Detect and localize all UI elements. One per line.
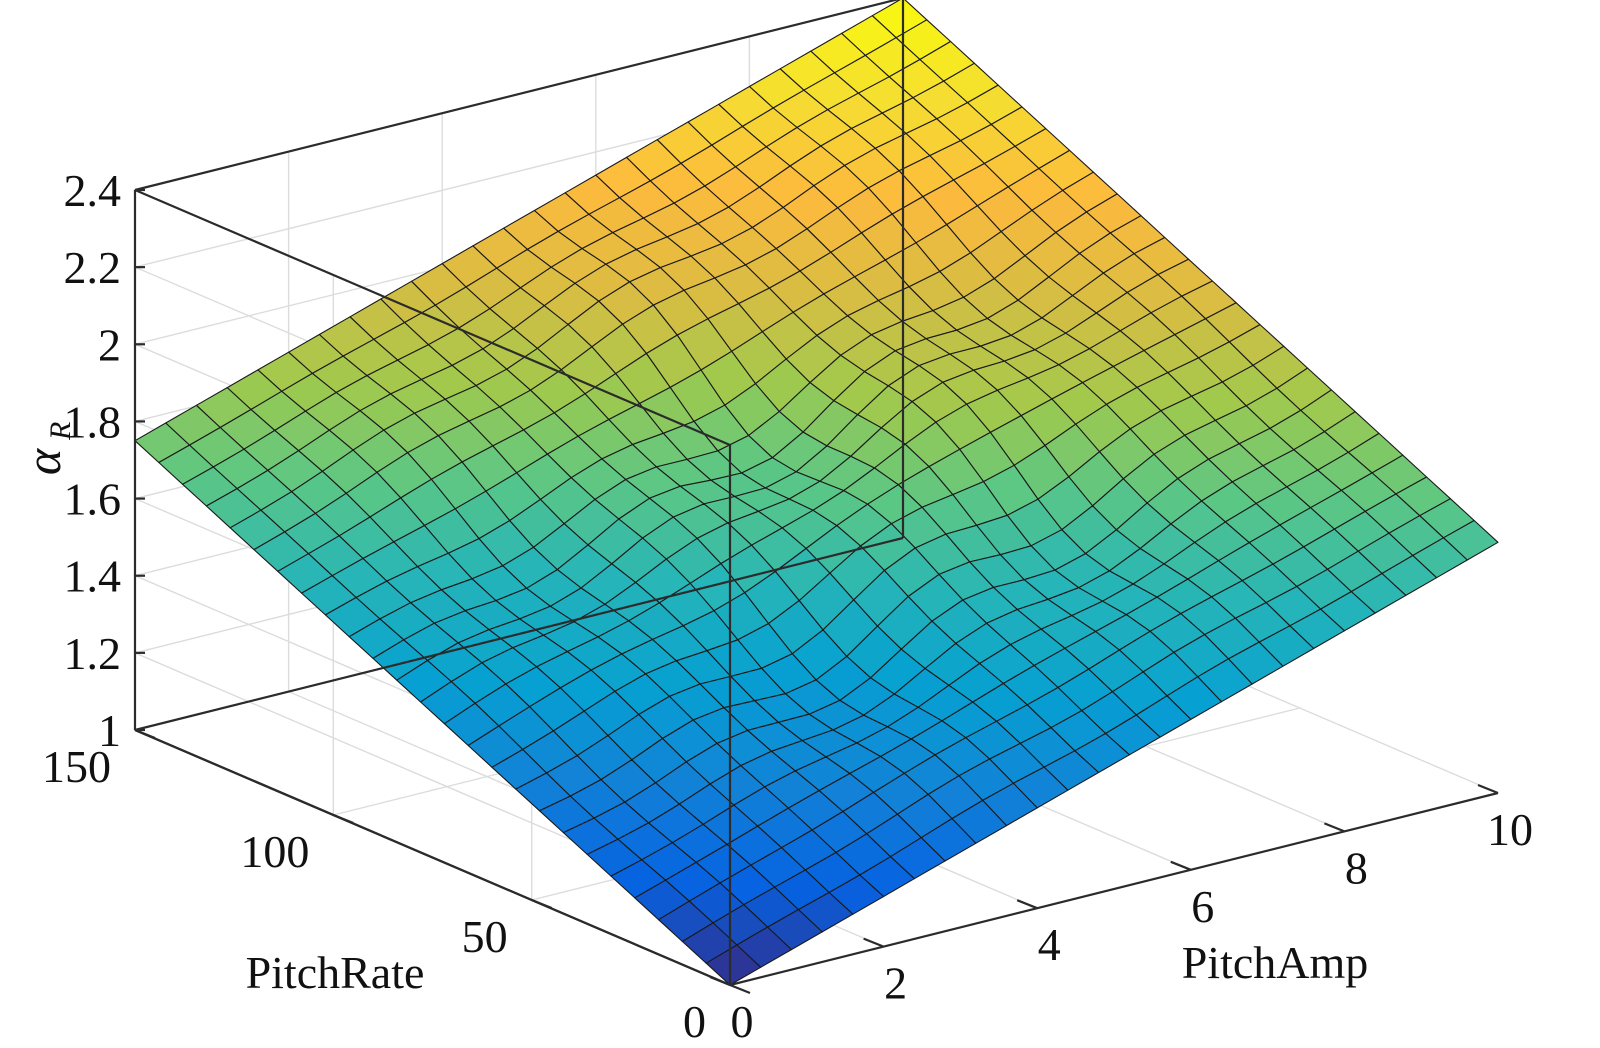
box-layer [133, 0, 1499, 987]
z-tick-label: 1.6 [64, 474, 122, 525]
z-axis-title: α R [15, 422, 77, 475]
box-edge [134, 536, 904, 732]
x-tick-label: 6 [1191, 881, 1214, 932]
z-tick-label: 2.4 [64, 165, 122, 216]
x-tick-label: 10 [1487, 804, 1533, 855]
tick-mark [1323, 822, 1345, 833]
x-tick-label: 4 [1038, 919, 1061, 970]
tick-mark [332, 813, 354, 825]
y-tick-label: 50 [462, 911, 508, 962]
z-tick-label: 2 [98, 319, 121, 370]
y-axis-title: PitchRate [246, 947, 425, 998]
z-tick-label: 1.8 [64, 396, 122, 447]
z-axis-title-main: α [15, 447, 71, 475]
z-tick-label: 2.2 [64, 242, 122, 293]
z-tick-label: 1.4 [64, 551, 122, 602]
box-edge [134, 188, 731, 447]
y-tick-label: 150 [42, 741, 111, 792]
tick-mark [1016, 899, 1038, 910]
y-tick-label: 100 [240, 826, 309, 877]
x-axis-title: PitchAmp [1182, 937, 1369, 988]
x-tick-label: 8 [1345, 842, 1368, 893]
axis-line [134, 728, 731, 987]
tick-mark [709, 975, 731, 987]
axis-line [729, 791, 1499, 987]
surface-cell [705, 944, 762, 986]
surface-layer [134, 0, 1499, 986]
z-axis-title-subscript: R [44, 422, 77, 441]
z-tick-label: 1.2 [64, 628, 122, 679]
x-tick-label: 0 [731, 996, 754, 1047]
tick-mark [1477, 783, 1499, 795]
tick-mark [531, 898, 553, 910]
tick-mark [134, 728, 156, 740]
x-tick-label: 2 [884, 958, 907, 1009]
tick-mark [1170, 860, 1192, 871]
y-tick-label: 0 [683, 996, 706, 1047]
tick-mark [863, 937, 885, 948]
box-edge [134, 0, 900, 192]
tick-mark [729, 983, 751, 995]
z-tick-label: 1 [98, 705, 121, 756]
